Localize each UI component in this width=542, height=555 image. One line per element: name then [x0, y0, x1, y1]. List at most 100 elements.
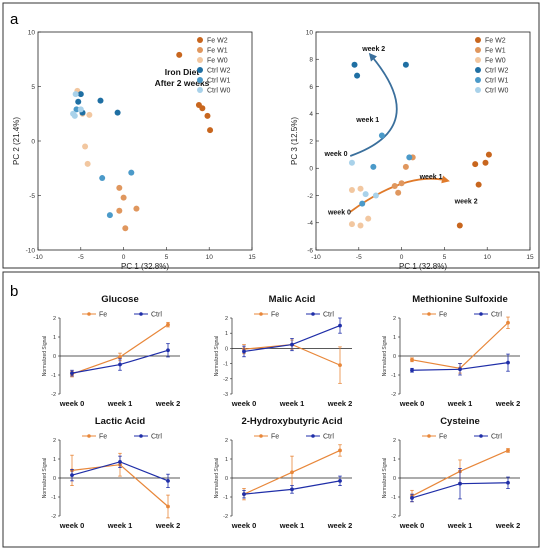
- legend-marker: [139, 434, 143, 438]
- y-tick-label: 0: [53, 476, 56, 482]
- y-tick-label: 6: [309, 84, 313, 91]
- data-point-fe-w1: [395, 189, 402, 196]
- legend-label: Ctrl: [151, 434, 162, 441]
- legend-label: Ctrl W1: [207, 78, 230, 85]
- data-point-ctrl-w2: [354, 72, 361, 79]
- line-chart-cysteine: Cysteine Fe Ctrl -2 -1 0 1 2 Normalized Signal we…: [382, 416, 520, 530]
- data-point-ctrl: [506, 480, 510, 485]
- week-annotation: week 1: [355, 117, 379, 124]
- legend-marker: [475, 67, 481, 73]
- data-point-ctrl: [118, 459, 122, 464]
- x-tick-label: week 0: [399, 521, 425, 530]
- legend-label: Fe W0: [207, 58, 228, 65]
- data-point-fe: [410, 357, 414, 362]
- x-tick-label: 0: [400, 254, 404, 261]
- legend-label: Fe: [99, 434, 107, 441]
- y-tick-label: -1: [51, 373, 56, 379]
- y-tick-label: 2: [225, 438, 228, 444]
- data-point-fe-w2: [207, 127, 214, 134]
- y-tick-label: 2: [393, 316, 396, 322]
- x-tick-label: -5: [356, 254, 362, 261]
- panel-a-label: a: [10, 11, 19, 28]
- legend-marker: [197, 37, 203, 43]
- y-tick-label: 2: [393, 438, 396, 444]
- y-tick-label: 10: [306, 29, 314, 36]
- x-tick-label: 5: [165, 254, 169, 261]
- data-point-ctrl: [506, 360, 510, 365]
- data-point-ctrl: [458, 367, 462, 372]
- legend-label: Ctrl W2: [485, 68, 508, 75]
- legend-marker: [479, 434, 483, 438]
- legend-label: Ctrl: [491, 312, 502, 319]
- x-tick-label: 10: [206, 254, 214, 261]
- x-tick-label: 5: [443, 254, 447, 261]
- line-chart-malic: Malic Acid Fe Ctrl -3 -2 -1 0 1 2 Normalized Sign…: [214, 294, 352, 408]
- data-point-fe-w2: [472, 161, 479, 168]
- scatter-chart-pca13: -10 -5 0 5 10 15 -6 -4 -2 0 2 4 6 8 10 PC 1 (32.8%) PC 3…: [290, 29, 534, 271]
- data-point-ctrl: [166, 348, 170, 353]
- data-point-ctrl: [242, 492, 246, 497]
- y-tick-label: -1: [51, 495, 56, 501]
- y-tick-label: -6: [307, 247, 313, 254]
- y-tick-label: -1: [391, 495, 396, 501]
- data-point-ctrl: [290, 487, 294, 492]
- x-tick-label: week 1: [447, 399, 473, 408]
- line-chart-glucose: Glucose Fe Ctrl -2 -1 0 1 2 Normalized Signal wee…: [42, 294, 180, 408]
- x-tick-label: 15: [526, 254, 534, 261]
- y-axis-label: PC 2 (21.4%): [12, 117, 21, 165]
- y-tick-label: -2: [391, 514, 396, 520]
- chart-title: Cysteine: [440, 416, 480, 427]
- data-point-fe-w1: [116, 184, 123, 191]
- data-point-ctrl: [410, 368, 414, 373]
- x-axis-label: PC 1 (32.8%): [121, 262, 169, 271]
- y-axis-label: Normalized Signal: [42, 336, 48, 377]
- data-point-fe: [338, 448, 342, 453]
- legend-marker: [427, 312, 431, 316]
- x-tick-label: week 2: [327, 399, 353, 408]
- x-axis-label: PC 1 (32.8%): [399, 262, 447, 271]
- data-point-fe-w2: [199, 105, 206, 112]
- data-point-ctrl-w0: [348, 159, 355, 166]
- x-tick-label: week 1: [279, 521, 305, 530]
- y-tick-label: 5: [31, 84, 35, 91]
- y-axis-label: Normalized Signal: [42, 458, 48, 499]
- data-point-fe-w0: [357, 222, 364, 229]
- y-axis-label: Normalized Signal: [382, 336, 388, 377]
- x-tick-label: -5: [78, 254, 84, 261]
- x-tick-label: -10: [311, 254, 321, 261]
- data-point-fe: [166, 504, 170, 509]
- x-tick-label: 10: [484, 254, 492, 261]
- data-point-ctrl: [290, 342, 294, 347]
- y-tick-label: 2: [225, 316, 228, 322]
- legend-label: Fe: [99, 312, 107, 319]
- line-chart-methionine: Methionine Sulfoxide Fe Ctrl -2 -1 0 1 2 Normali…: [382, 294, 520, 408]
- y-tick-label: 8: [309, 57, 313, 64]
- data-point-ctrl-w1: [378, 132, 385, 139]
- data-point-ctrl-w0: [72, 91, 79, 98]
- x-tick-label: -10: [33, 254, 43, 261]
- y-tick-label: 1: [225, 457, 228, 463]
- data-point-ctrl-w0: [71, 112, 78, 119]
- line-chart-hydroxybutyric: 2-Hydroxybutyric Acid Fe Ctrl -2 -1 0 1 2 Normal…: [214, 416, 352, 530]
- y-tick-label: 0: [53, 354, 56, 360]
- legend-label: Fe W1: [485, 48, 506, 55]
- chart-title: Methionine Sulfoxide: [412, 294, 508, 305]
- legend-label: Ctrl: [323, 434, 334, 441]
- data-point-ctrl-w2: [97, 97, 104, 104]
- legend-label: Ctrl: [491, 434, 502, 441]
- y-tick-label: -5: [29, 193, 35, 200]
- y-tick-label: 0: [31, 138, 35, 145]
- data-point-ctrl-w0: [372, 192, 379, 199]
- legend-marker: [87, 434, 91, 438]
- scatter-chart-pca12: -10 -5 0 5 10 15 -10 -5 0 5 10 PC 1 (32.8%) PC 2 (21…: [12, 29, 256, 271]
- legend-marker: [475, 77, 481, 83]
- x-tick-label: week 2: [495, 399, 521, 408]
- x-tick-label: week 2: [495, 521, 521, 530]
- x-tick-label: week 2: [155, 399, 181, 408]
- data-point-ctrl: [410, 496, 414, 500]
- data-point-ctrl: [70, 473, 74, 478]
- y-tick-label: 0: [393, 354, 396, 360]
- line-chart-lactic: Lactic Acid Fe Ctrl -2 -1 0 1 2 Normalized Signa…: [42, 416, 180, 530]
- y-tick-label: 1: [225, 331, 228, 337]
